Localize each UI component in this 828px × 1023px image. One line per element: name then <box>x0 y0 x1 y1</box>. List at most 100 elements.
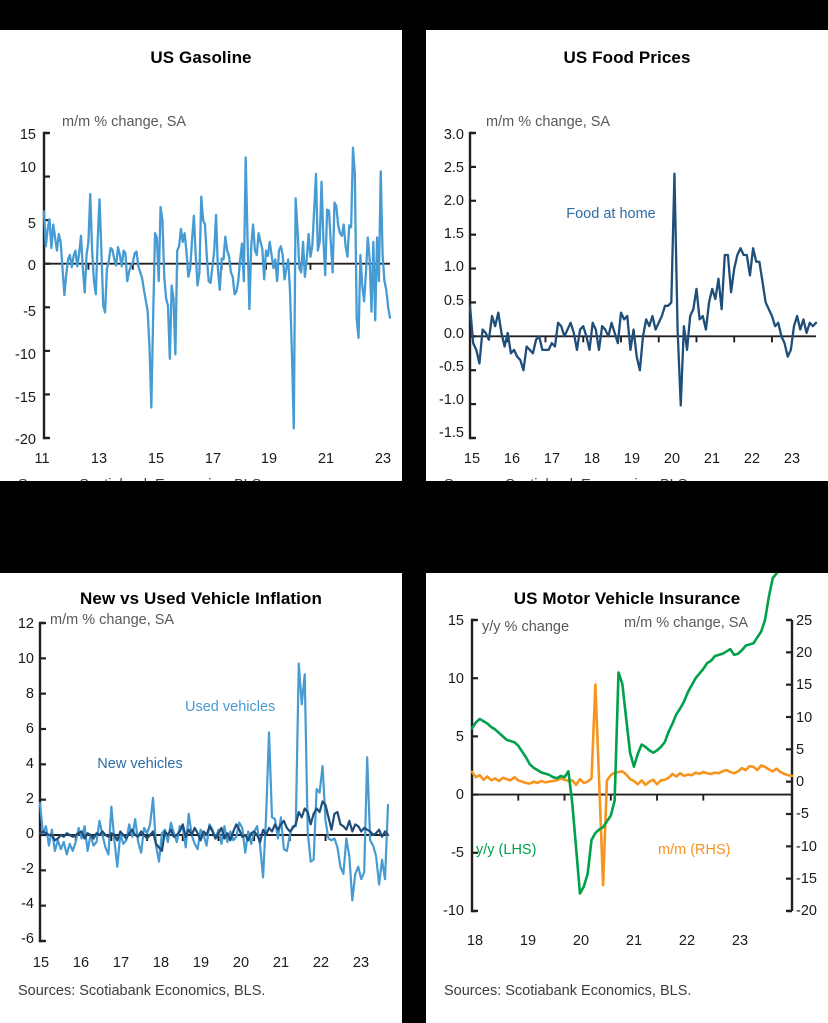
y-tick-label-right: -15 <box>796 871 817 887</box>
series-annotation-new-vehicles: New vehicles <box>97 756 183 772</box>
y-tick-label: -20 <box>15 432 36 448</box>
y-tick-label: -0.5 <box>439 359 464 375</box>
y-tick-label-right: 0 <box>796 774 805 790</box>
chart-title-new-vs-used-vehicle-inflation: New vs Used Vehicle Inflation <box>80 589 322 608</box>
x-tick-label: 20 <box>663 451 681 467</box>
y-tick-label: 10 <box>19 160 36 176</box>
x-tick-label: 21 <box>625 933 643 949</box>
y-tick-label: -15 <box>15 390 36 406</box>
x-tick-label: 19 <box>623 451 641 467</box>
y-tick-label: 4 <box>25 756 34 772</box>
y-tick-label-right: 10 <box>796 710 813 726</box>
y-tick-label: 1.0 <box>443 259 464 275</box>
legend-label-mm-rhs: m/m (RHS) <box>658 842 731 858</box>
axis-unit-label-left: y/y % change <box>482 619 570 635</box>
axis-unit-label-us-food-prices: m/m % change, SA <box>486 114 611 130</box>
chart-title-us-gasoline: US Gasoline <box>150 48 252 67</box>
plot-area-new-vs-used-vehicle <box>38 621 390 943</box>
x-tick-label: 16 <box>72 955 90 971</box>
y-tick-label: 0.5 <box>443 293 464 309</box>
y-tick-label: -6 <box>21 931 34 947</box>
x-tick-label: 13 <box>90 451 108 467</box>
y-tick-label: -5 <box>23 304 36 320</box>
plot-area-us-motor-vehicle-insurance <box>470 573 794 913</box>
y-tick-label: 8 <box>25 686 34 702</box>
chart-title-us-motor-vehicle-insurance: US Motor Vehicle Insurance <box>513 589 741 608</box>
x-tick-label: 22 <box>678 933 696 949</box>
y-tick-label-left: 15 <box>447 613 464 629</box>
x-tick-label: 23 <box>783 451 801 467</box>
y-tick-label-left: 10 <box>447 671 464 687</box>
sources-note: Sources: Scotiabank Economics, BLS. <box>444 983 692 999</box>
y-tick-label: -10 <box>15 347 36 363</box>
x-tick-label: 23 <box>374 451 392 467</box>
y-tick-label-right: 15 <box>796 677 813 693</box>
x-tick-label: 22 <box>312 955 330 971</box>
x-tick-label: 17 <box>204 451 222 467</box>
series-annotation-used-vehicles: Used vehicles <box>185 699 276 715</box>
y-tick-label: 2.0 <box>443 193 464 209</box>
series-annotation-food-at-home: Food at home <box>566 206 656 222</box>
y-tick-label-left: -10 <box>443 903 464 919</box>
x-tick-label: 19 <box>260 451 278 467</box>
x-tick-label: 19 <box>519 933 537 949</box>
x-tick-label: 21 <box>272 955 290 971</box>
y-tick-label: 0 <box>27 258 36 274</box>
y-tick-label-right: -20 <box>796 903 817 919</box>
x-tick-label: 23 <box>731 933 749 949</box>
y-tick-label: -1.5 <box>439 425 464 441</box>
plot-area-us-food-prices <box>468 131 818 440</box>
chart-panel-new-vs-used-vehicle-inflation: New vs Used Vehicle Inflation m/m % chan… <box>0 573 402 1023</box>
y-tick-label: 1.5 <box>443 226 464 242</box>
y-tick-label-left: 5 <box>455 729 464 745</box>
y-tick-label: 2.5 <box>443 160 464 176</box>
y-tick-label: 2 <box>25 791 34 807</box>
sources-note: Sources: Scotiabank Economics, BLS. <box>18 477 265 481</box>
x-tick-label: 15 <box>147 451 165 467</box>
x-tick-label: 18 <box>583 451 601 467</box>
y-tick-label: -1.0 <box>439 392 464 408</box>
x-tick-label: 15 <box>463 451 481 467</box>
x-tick-label: 22 <box>743 451 761 467</box>
x-tick-label: 17 <box>543 451 561 467</box>
chart-panel-us-food-prices: US Food Prices m/m % change, SA 3.0 2.5 … <box>426 30 828 481</box>
x-tick-label: 16 <box>503 451 521 467</box>
y-tick-label: -4 <box>21 896 34 912</box>
y-tick-label-right: 20 <box>796 645 813 661</box>
y-tick-label-left: -5 <box>451 845 464 861</box>
x-tick-label: 20 <box>572 933 590 949</box>
y-tick-label: -2 <box>21 861 34 877</box>
plot-area-us-gasoline <box>42 131 392 440</box>
legend-label-yy-lhs: y/y (LHS) <box>476 842 537 858</box>
y-tick-label-right: 25 <box>796 613 813 629</box>
x-tick-label: 21 <box>317 451 335 467</box>
y-tick-label: 0 <box>25 826 34 842</box>
axis-unit-label-right: m/m % change, SA <box>624 615 749 631</box>
chart-panel-us-gasoline: US Gasoline m/m % change, SA 15 10 5 0 -… <box>0 30 402 481</box>
axis-unit-label-new-vs-used: m/m % change, SA <box>50 612 175 628</box>
x-tick-label: 17 <box>112 955 130 971</box>
y-tick-label-right: -10 <box>796 839 817 855</box>
x-tick-label: 11 <box>34 451 50 467</box>
y-tick-label-right: 5 <box>796 742 805 758</box>
x-tick-label: 18 <box>152 955 170 971</box>
x-tick-label: 21 <box>703 451 721 467</box>
y-tick-label: 15 <box>19 127 36 143</box>
y-tick-label: 3.0 <box>443 127 464 143</box>
sources-note: Sources: Scotiabank Economics, BLS. <box>18 983 266 999</box>
x-tick-label: 23 <box>352 955 370 971</box>
x-tick-label: 15 <box>32 955 50 971</box>
x-tick-label: 19 <box>192 955 210 971</box>
y-tick-label: 6 <box>25 721 34 737</box>
y-tick-label: 10 <box>17 651 34 667</box>
axis-unit-label-us-gasoline: m/m % change, SA <box>62 114 187 130</box>
chart-panel-us-motor-vehicle-insurance: US Motor Vehicle Insurance y/y % change … <box>426 573 828 1023</box>
y-tick-label: 0.0 <box>443 326 464 342</box>
x-tick-label: 20 <box>232 955 250 971</box>
sources-note: Sources: Scotiabank Economics, BLS. <box>444 477 691 481</box>
y-tick-label-right: -5 <box>796 806 809 822</box>
x-tick-label: 18 <box>466 933 484 949</box>
chart-title-us-food-prices: US Food Prices <box>563 48 691 67</box>
y-tick-label-left: 0 <box>455 787 464 803</box>
